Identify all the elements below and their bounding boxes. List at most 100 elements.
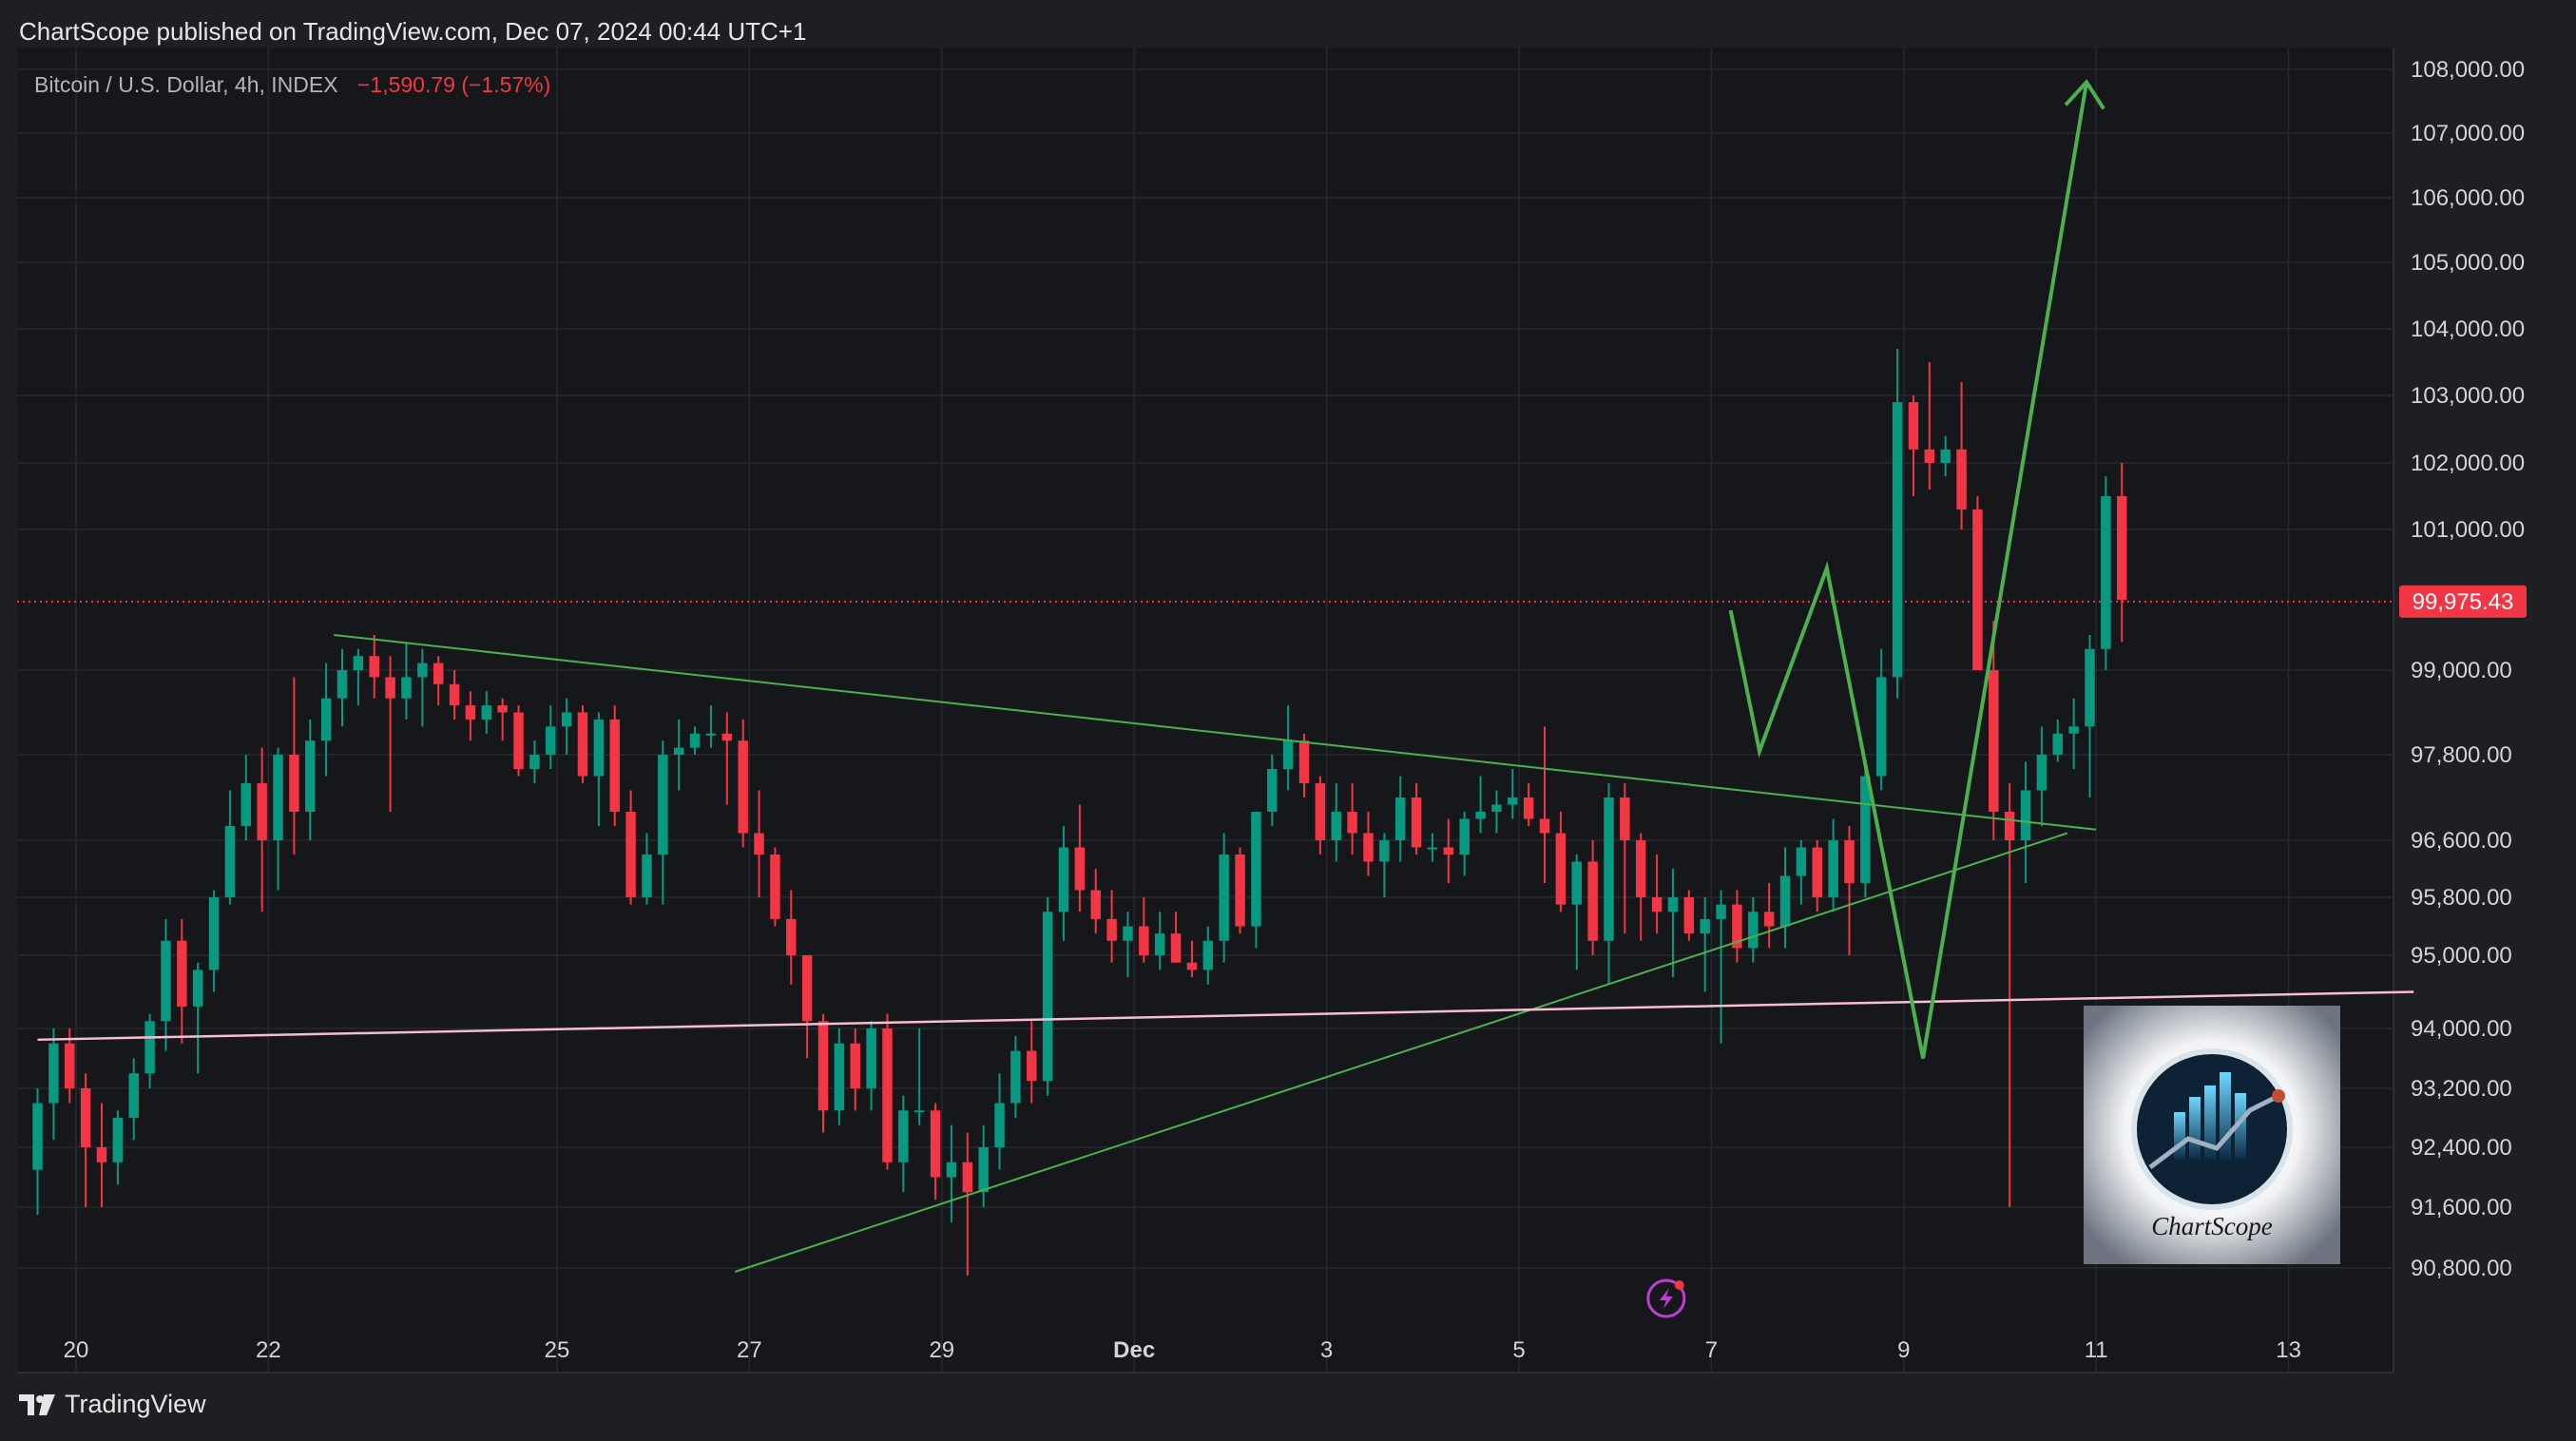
candle-down: [1635, 840, 1646, 897]
candle-up: [1331, 812, 1341, 840]
candle-up: [481, 705, 492, 720]
candle-down: [449, 683, 460, 706]
candle-down: [1763, 912, 1775, 927]
candle-up: [1202, 940, 1214, 970]
candle-down: [1139, 926, 1149, 955]
x-tick-label: 25: [545, 1337, 570, 1363]
candle-up: [2085, 648, 2095, 727]
y-tick-label: 95,000.00: [2411, 943, 2512, 969]
candle-down: [850, 1043, 860, 1088]
candle-up: [1796, 847, 1807, 876]
y-tick-label: 102,000.00: [2411, 451, 2525, 476]
candle-up: [1748, 912, 1759, 949]
candle-up: [2036, 755, 2047, 791]
candle-down: [1908, 402, 1919, 450]
x-tick-label: 7: [1705, 1337, 1718, 1363]
candle-down: [1683, 897, 1695, 934]
candle-up: [1042, 912, 1053, 1082]
candle-up: [128, 1073, 139, 1118]
x-tick-label: 20: [64, 1337, 89, 1363]
candle-down: [1620, 797, 1630, 840]
candle-up: [913, 1110, 925, 1113]
event-lightning-icon: [1646, 1278, 1686, 1318]
candle-down: [1972, 509, 1983, 670]
x-tick-label: 29: [929, 1337, 954, 1363]
candle-up: [593, 719, 605, 777]
candle-down: [177, 940, 187, 1007]
candle-down: [465, 705, 476, 720]
candle-up: [1282, 740, 1294, 769]
candle-down: [1347, 812, 1357, 834]
symbol-legend[interactable]: Bitcoin / U.S. Dollar, 4h, INDEX −1,590.…: [34, 72, 550, 98]
candle-up: [529, 755, 540, 769]
chartscope-logo: [2084, 1006, 2340, 1264]
candle-down: [1298, 740, 1310, 783]
candle-down: [2117, 496, 2127, 600]
logo-text: ChartScope: [2151, 1212, 2273, 1240]
candle-down: [817, 1021, 829, 1111]
y-tick-label: 108,000.00: [2411, 57, 2525, 83]
y-tick-label: 96,600.00: [2411, 828, 2512, 854]
candle-up: [898, 1110, 909, 1162]
candle-down: [1170, 933, 1182, 963]
candle-up: [561, 712, 572, 727]
candle-down: [1989, 670, 1999, 812]
candle-up: [658, 755, 668, 855]
candle-up: [417, 663, 428, 678]
y-tick-label: 106,000.00: [2411, 185, 2525, 211]
candle-down: [801, 955, 813, 1022]
candle-up: [1892, 402, 1903, 678]
candle-up: [1571, 861, 1582, 905]
candle-up: [336, 670, 348, 699]
tradingview-footer[interactable]: TradingView: [19, 1390, 206, 1419]
candle-down: [289, 755, 299, 812]
candle-down: [754, 833, 764, 855]
candle-up: [673, 747, 684, 755]
candle-up: [2068, 726, 2079, 734]
y-tick-label: 105,000.00: [2411, 250, 2525, 276]
candle-up: [1940, 449, 1951, 463]
candle-down: [497, 705, 508, 713]
candle-down: [513, 712, 524, 769]
candle-up: [1475, 812, 1486, 819]
candle-down: [2004, 812, 2015, 840]
candle-up: [1779, 875, 1791, 927]
candle-up: [161, 940, 171, 1022]
candle-up: [1267, 769, 1278, 812]
candle-up: [1508, 797, 1518, 805]
candle-down: [65, 1043, 75, 1088]
candle-up: [2101, 496, 2111, 649]
candle-up: [144, 1021, 155, 1074]
horizontal-support-line: [37, 990, 2414, 1042]
candle-up: [866, 1028, 876, 1088]
ascending-support-line: [734, 832, 2068, 1273]
event-badge-dot: [1674, 1280, 1684, 1290]
candle-down: [1924, 449, 1935, 463]
candle-up: [1875, 677, 1887, 777]
candle-up: [705, 733, 717, 736]
lightning-glyph: [1659, 1288, 1673, 1309]
candle-down: [882, 1028, 893, 1162]
candle-up: [834, 1043, 845, 1111]
tradingview-brand: TradingView: [65, 1390, 206, 1418]
candle-up: [1700, 918, 1710, 934]
y-tick-label: 91,600.00: [2411, 1195, 2512, 1220]
candle-down: [1812, 847, 1822, 897]
y-tick-label: 93,200.00: [2411, 1076, 2512, 1102]
symbol-name: Bitcoin / U.S. Dollar, 4h, INDEX: [34, 72, 338, 97]
candle-up: [2052, 733, 2063, 755]
candle-up: [946, 1162, 957, 1178]
y-tick-label: 99,000.00: [2411, 658, 2512, 683]
candle-up: [353, 656, 364, 670]
candle-down: [625, 812, 636, 897]
candle-down: [1555, 833, 1567, 905]
y-tick-label: 92,400.00: [2411, 1135, 2512, 1161]
y-tick-label: 103,000.00: [2411, 383, 2525, 409]
candle-up: [1716, 904, 1726, 919]
candle-down: [1090, 890, 1101, 919]
candle-down: [738, 740, 748, 834]
candle-down: [962, 1162, 973, 1193]
candle-down: [1587, 861, 1598, 941]
